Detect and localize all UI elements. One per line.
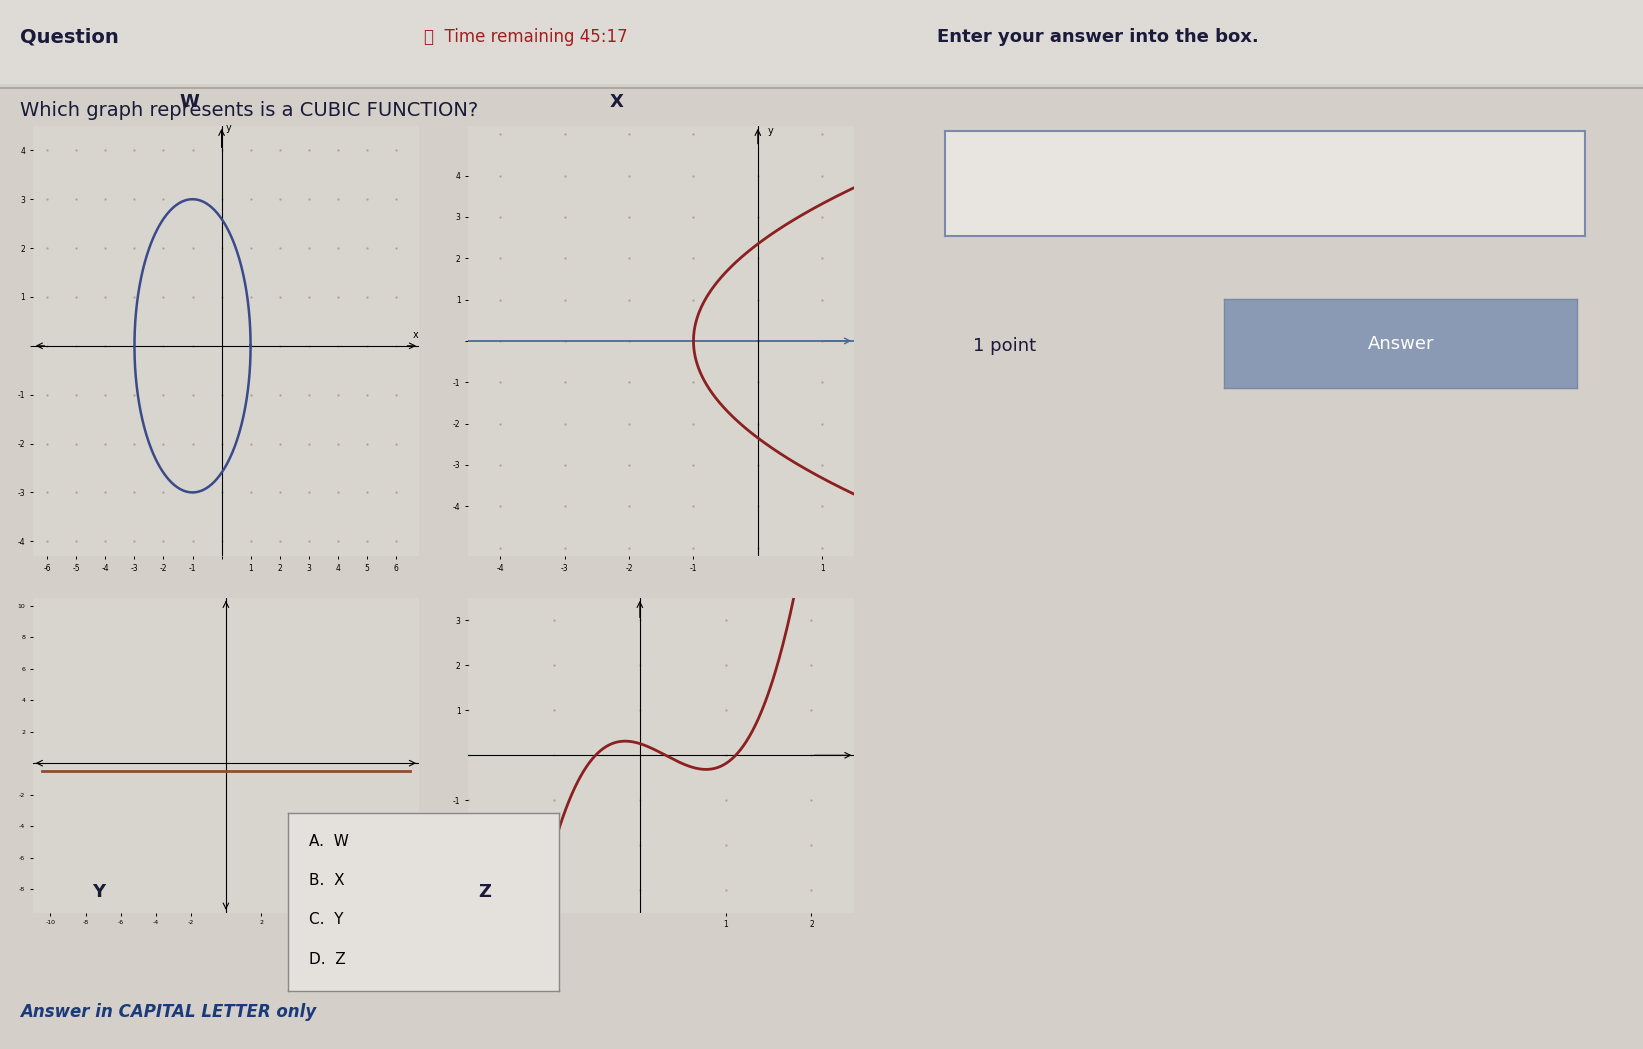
Text: y: y <box>225 123 232 133</box>
Text: W: W <box>179 93 199 111</box>
Text: 1 point: 1 point <box>973 337 1035 356</box>
Text: X: X <box>610 93 623 111</box>
Text: ⏱  Time remaining 45:17: ⏱ Time remaining 45:17 <box>424 27 628 46</box>
Text: x: x <box>412 330 419 341</box>
Text: Z: Z <box>478 883 491 901</box>
Text: B.  X: B. X <box>309 873 345 889</box>
Text: Answer in CAPITAL LETTER only: Answer in CAPITAL LETTER only <box>20 1003 315 1022</box>
Text: Y: Y <box>92 883 105 901</box>
Text: D.  Z: D. Z <box>309 951 347 967</box>
Text: Enter your answer into the box.: Enter your answer into the box. <box>937 27 1259 46</box>
Text: Answer: Answer <box>1367 335 1434 352</box>
Text: C.  Y: C. Y <box>309 913 343 927</box>
Text: Question: Question <box>20 27 118 46</box>
Text: Which graph represents is a CUBIC FUNCTION?: Which graph represents is a CUBIC FUNCTI… <box>20 101 478 120</box>
Text: A.  W: A. W <box>309 834 348 849</box>
Text: y: y <box>767 126 774 136</box>
